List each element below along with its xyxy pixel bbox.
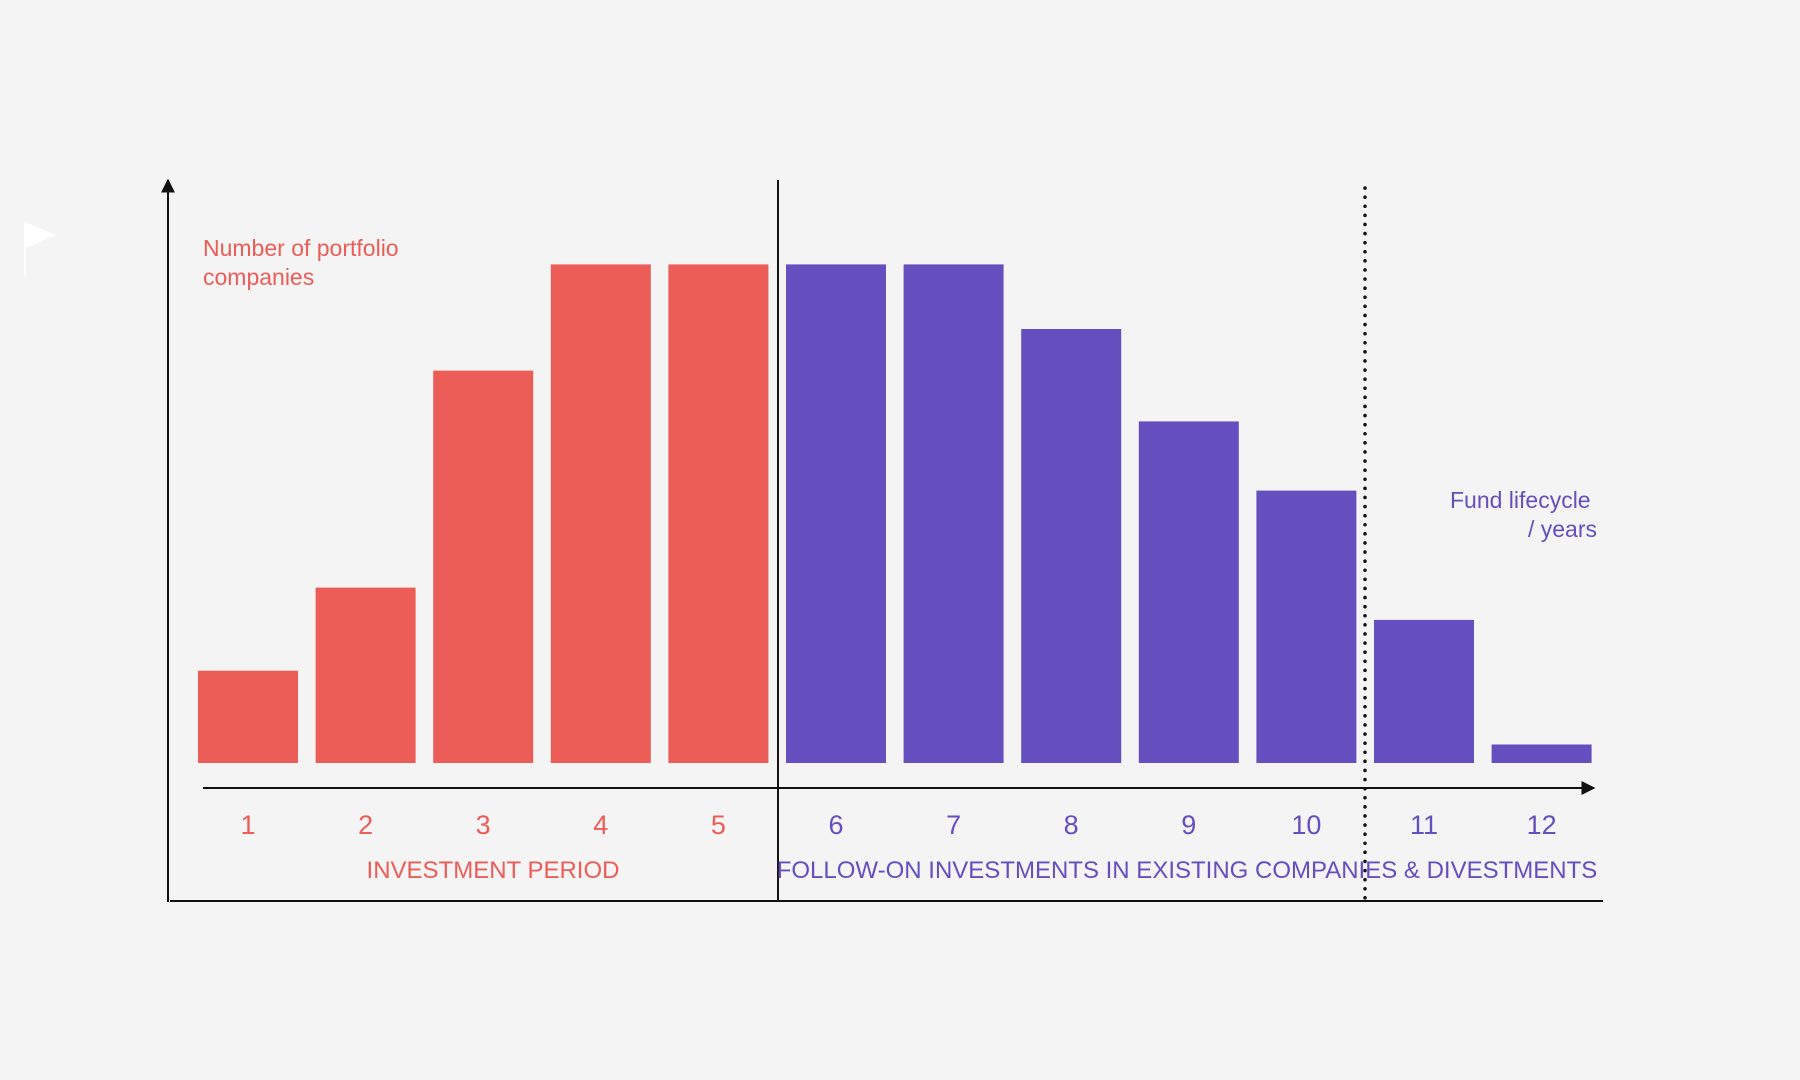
- x-tick-label-6: 6: [828, 810, 843, 840]
- bar-year-8: [1021, 329, 1122, 763]
- x-axis-label-line-1: Fund lifecycle: [1450, 487, 1591, 513]
- x-tick-label-10: 10: [1291, 810, 1321, 840]
- x-tick-label-9: 9: [1181, 810, 1196, 840]
- flag-icon: [24, 222, 56, 276]
- phase-label-investment-period: INVESTMENT PERIOD: [367, 857, 620, 884]
- bar-year-6: [786, 264, 886, 763]
- x-tick-label-5: 5: [711, 810, 726, 840]
- bar-year-3: [433, 370, 534, 763]
- bar-year-11: [1374, 619, 1474, 763]
- bar-year-1: [198, 670, 298, 763]
- x-tick-label-12: 12: [1527, 810, 1557, 840]
- bar-year-5: [668, 264, 769, 763]
- x-tick-label-2: 2: [358, 810, 373, 840]
- x-tick-label-4: 4: [593, 810, 608, 840]
- x-axis-label-line-2: / years: [1528, 516, 1597, 542]
- x-tick-labels: 1 2 3 4 5 6 7 8 9 10 11 12: [240, 810, 1556, 840]
- x-tick-label-1: 1: [240, 810, 255, 840]
- x-tick-label-8: 8: [1064, 810, 1079, 840]
- bars-group: [198, 264, 1592, 763]
- bar-year-2: [315, 587, 416, 763]
- bar-year-9: [1138, 421, 1239, 763]
- x-tick-label-7: 7: [946, 810, 961, 840]
- y-axis-label: Number of portfolio companies: [203, 235, 405, 290]
- x-tick-label-3: 3: [476, 810, 491, 840]
- bar-year-4: [550, 264, 651, 763]
- bar-year-7: [903, 264, 1004, 763]
- x-tick-label-11: 11: [1410, 810, 1438, 840]
- phase-label-follow-on: FOLLOW-ON INVESTMENTS IN EXISTING COMPAN…: [777, 857, 1598, 884]
- y-axis-label-line-1: Number of portfolio: [203, 235, 399, 261]
- x-axis-label: Fund lifecycle / years: [1450, 487, 1597, 542]
- y-axis-label-line-2: companies: [203, 264, 314, 290]
- bar-year-10: [1256, 490, 1357, 763]
- bar-year-12: [1491, 744, 1592, 763]
